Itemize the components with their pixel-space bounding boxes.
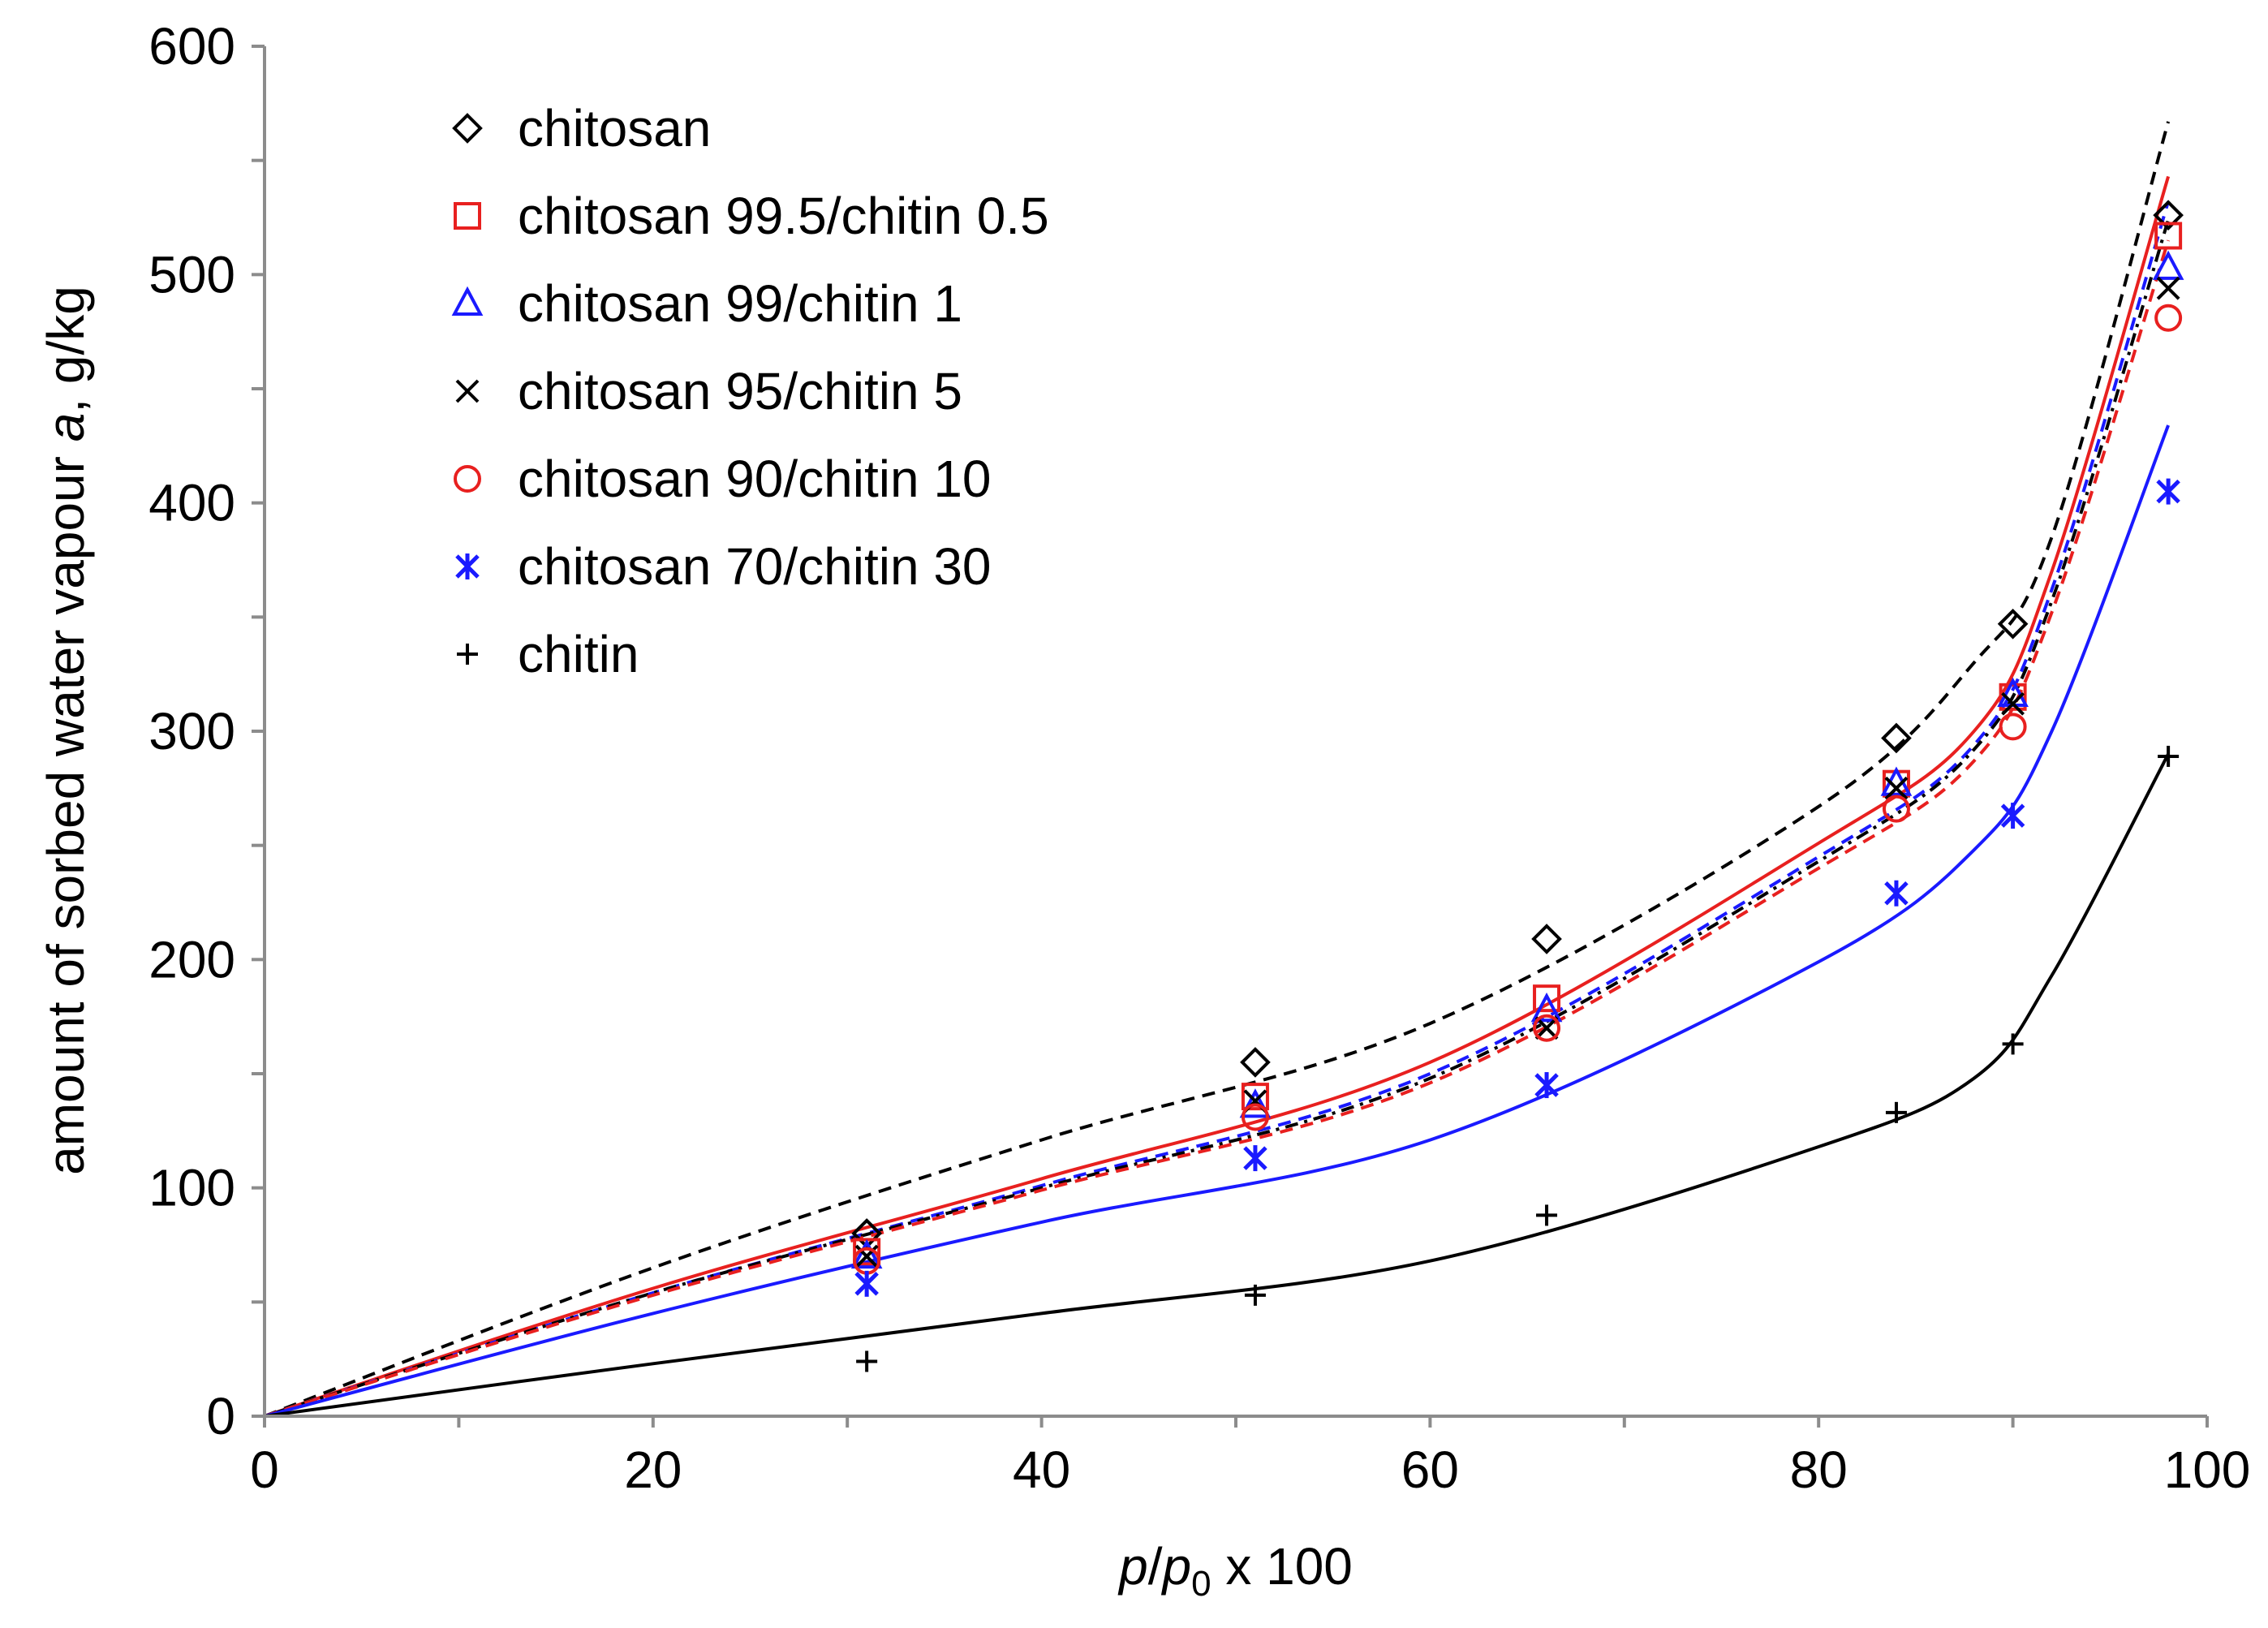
data-points	[850, 200, 2184, 1372]
legend-label-chitosan-70-chitin-30: chitosan 70/chitin 30	[518, 537, 992, 596]
data-point-chitosan	[1240, 1047, 1271, 1078]
data-point-chitosan-99-5-chitin-0-5	[1533, 984, 1561, 1013]
x-tick-label: 40	[1013, 1441, 1070, 1499]
data-point-chitin	[856, 1350, 878, 1372]
legend: chitosan chitosan 99.5/chitin 0.5 chitosan…	[451, 99, 1049, 683]
data-point-chitosan-95-chitin-5	[1884, 776, 1909, 800]
data-point-chitosan-70-chitin-30	[854, 1270, 879, 1297]
data-point-chitin	[1536, 1204, 1558, 1226]
legend-marker-chitosan-99-chitin-1	[451, 286, 484, 316]
fit-curve-chitosan-70-chitin-30	[264, 424, 2170, 1418]
y-tick-label: 0	[206, 1387, 235, 1445]
data-point-chitosan-90-chitin-10	[1533, 1014, 1561, 1042]
y-tick-label: 200	[148, 930, 235, 988]
legend-marker-chitosan-95-chitin-5	[455, 379, 480, 403]
y-tick-label: 400	[148, 474, 235, 532]
legend-label-chitosan-99-5-chitin-0-5: chitosan 99.5/chitin 0.5	[518, 187, 1049, 245]
data-point-chitosan-99-chitin-1	[2152, 250, 2184, 280]
data-point-chitosan	[2153, 200, 2184, 231]
data-point-chitosan-90-chitin-10	[2154, 304, 2183, 332]
axis-ticks: 0 20 40 60 80 100 0 100 200 300 400 500 600	[148, 17, 2250, 1499]
data-point-chitin	[1244, 1284, 1266, 1306]
data-point-chitin	[2158, 745, 2180, 767]
data-point-chitosan-99-chitin-1	[1239, 1088, 1272, 1118]
data-point-chitosan-99-chitin-1	[850, 1238, 883, 1269]
axes	[263, 46, 2207, 1418]
data-point-chitosan-70-chitin-30	[2000, 803, 2025, 829]
data-point-chitosan-70-chitin-30	[1884, 880, 1909, 907]
fit-curve-chitosan-99-5-chitin-0-5	[264, 175, 2171, 1418]
legend-label-chitosan-99-chitin-1: chitosan 99/chitin 1	[518, 274, 962, 333]
data-point-chitosan-90-chitin-10	[1882, 795, 1910, 823]
y-tick-label: 600	[148, 17, 235, 75]
x-tick-label: 0	[250, 1441, 279, 1499]
legend-label-chitosan-95-chitin-5: chitosan 95/chitin 5	[518, 362, 962, 420]
legend-label-chitosan: chitosan	[518, 99, 711, 157]
data-point-chitosan-95-chitin-5	[1534, 1016, 1559, 1040]
fit-curve-chitosan	[264, 121, 2171, 1418]
data-point-chitosan-99-5-chitin-0-5	[2154, 222, 2183, 250]
x-axis-title: p/p0 x 100	[1117, 1537, 1353, 1604]
data-point-chitosan-70-chitin-30	[1243, 1145, 1267, 1172]
x-tick-label: 20	[624, 1441, 682, 1499]
x-tick-label: 100	[2164, 1441, 2251, 1499]
data-point-chitosan-70-chitin-30	[1534, 1072, 1559, 1099]
fit-curve-chitin	[264, 753, 2170, 1418]
data-point-chitosan-90-chitin-10	[1999, 713, 2027, 741]
legend-marker-chitosan	[452, 113, 483, 144]
legend-marker-chitosan-90-chitin-10	[454, 465, 481, 493]
data-point-chitosan-99-5-chitin-0-5	[1999, 683, 2027, 711]
data-point-chitosan-95-chitin-5	[2001, 691, 2025, 716]
x-tick-label: 80	[1790, 1441, 1848, 1499]
data-point-chitin	[1885, 1101, 1907, 1123]
legend-marker-chitosan-99-5-chitin-0-5	[454, 202, 481, 230]
data-point-chitosan	[1997, 608, 2029, 640]
data-point-chitin	[2002, 1033, 2024, 1055]
y-tick-label: 500	[148, 245, 235, 304]
y-tick-label: 100	[148, 1159, 235, 1217]
data-point-chitosan-99-5-chitin-0-5	[1241, 1083, 1269, 1111]
y-tick-label: 300	[148, 702, 235, 760]
legend-marker-chitosan-70-chitin-30	[455, 553, 480, 579]
fit-curve-chitosan-95-chitin-5	[264, 219, 2171, 1418]
data-point-chitosan-70-chitin-30	[2156, 478, 2180, 505]
data-point-chitosan	[1881, 722, 1912, 754]
data-point-chitosan	[1531, 924, 1562, 954]
data-point-chitosan	[851, 1218, 882, 1249]
fit-curve-chitosan-90-chitin-10	[264, 239, 2171, 1418]
y-axis-title: amount of sorbed water vapour a, g/kg	[37, 286, 95, 1175]
fit-curves	[264, 121, 2171, 1418]
legend-label-chitin: chitin	[518, 625, 639, 683]
x-tick-label: 60	[1401, 1441, 1459, 1499]
legend-label-chitosan-90-chitin-10: chitosan 90/chitin 10	[518, 450, 992, 508]
legend-marker-chitin	[457, 644, 478, 665]
data-point-chitosan-95-chitin-5	[2156, 276, 2180, 300]
data-point-chitosan-90-chitin-10	[1241, 1103, 1269, 1131]
data-point-chitosan-99-chitin-1	[1530, 992, 1563, 1023]
